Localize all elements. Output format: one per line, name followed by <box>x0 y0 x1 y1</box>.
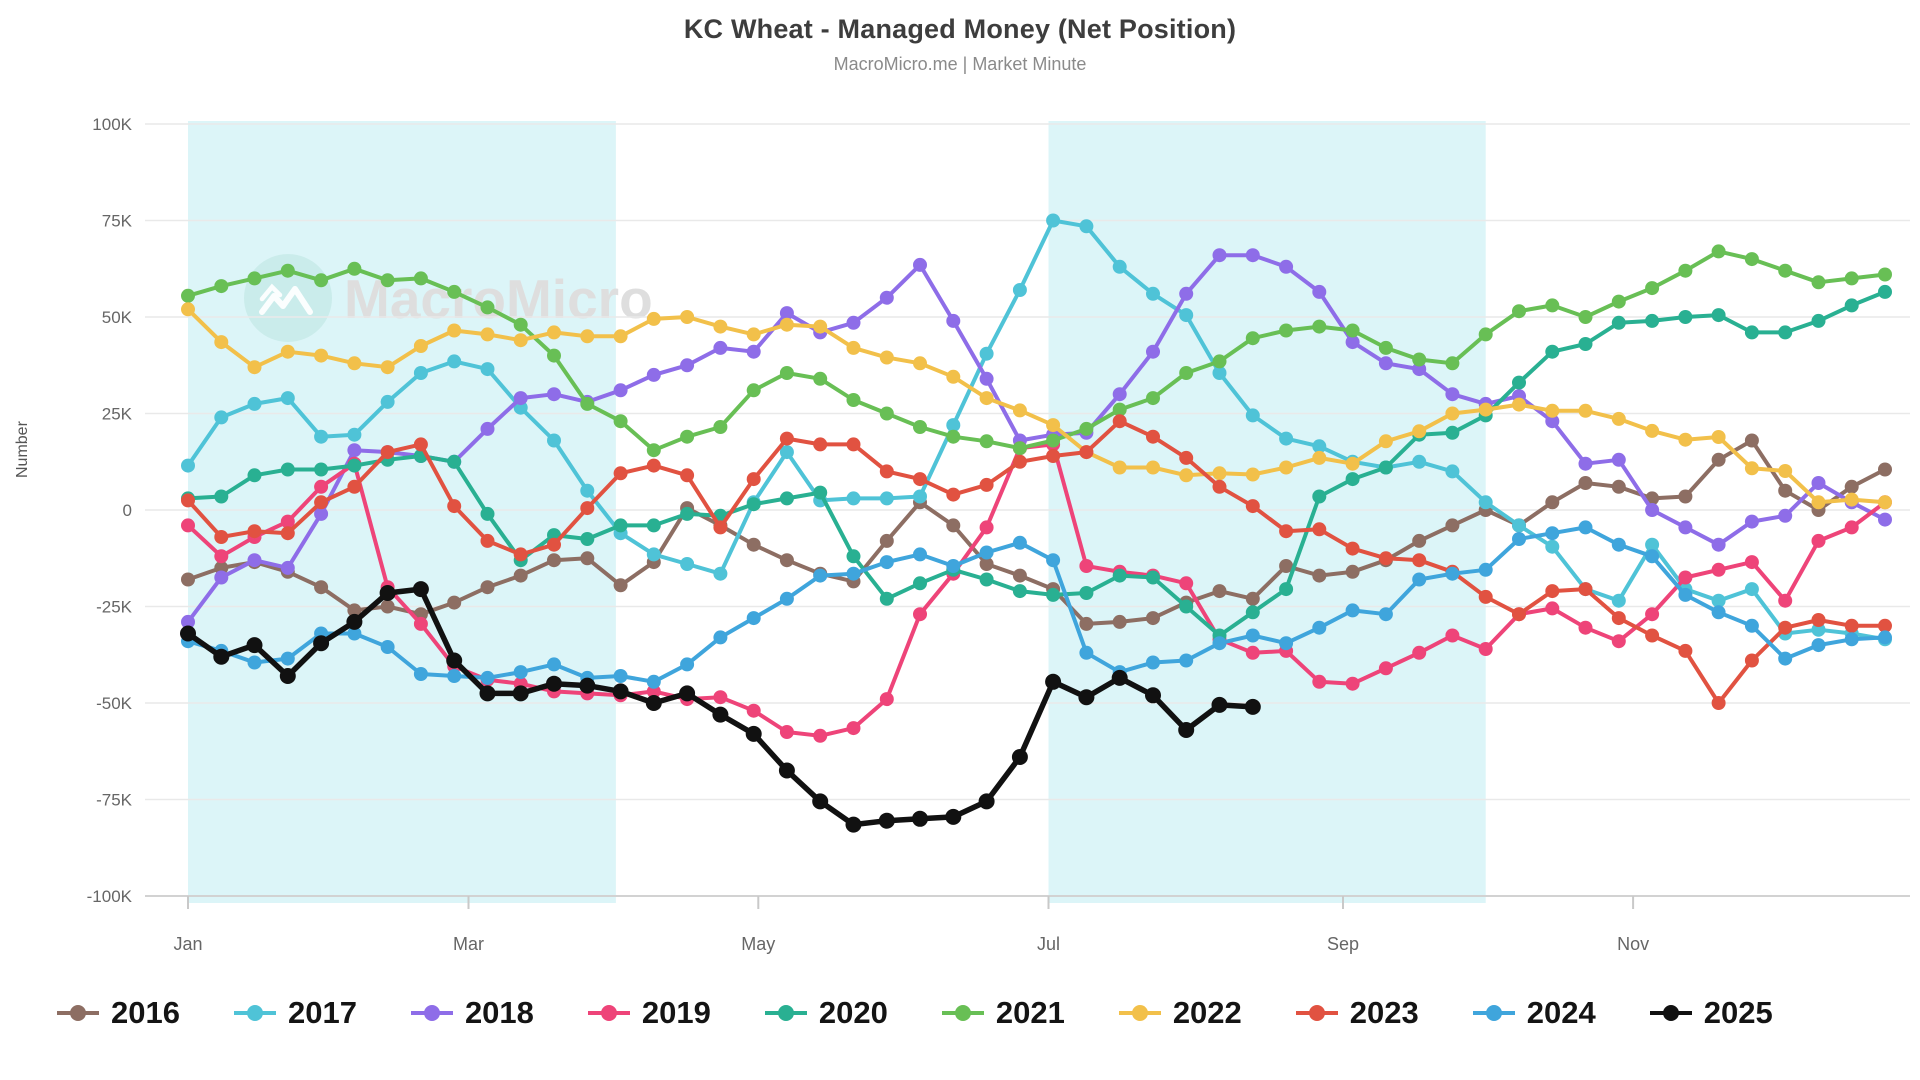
series-2022 <box>181 302 1892 510</box>
y-tick-label: 75K <box>102 212 133 231</box>
y-tick-label: 25K <box>102 405 133 424</box>
legend-item-2018[interactable]: 2018 <box>409 995 534 1031</box>
y-tick-label: -100K <box>87 887 133 906</box>
y-tick-label: -50K <box>96 694 133 713</box>
y-tick-label: 0 <box>123 501 132 520</box>
y-tick-label: 50K <box>102 308 133 327</box>
legend-label: 2021 <box>995 995 1065 1030</box>
x-tick-label: Nov <box>1617 934 1649 954</box>
legend-item-2024[interactable]: 2024 <box>1471 995 1596 1031</box>
y-tick-label: -75K <box>96 791 133 810</box>
series-2021 <box>181 244 1892 458</box>
legend-label: 2019 <box>641 995 711 1030</box>
legend-item-2021[interactable]: 2021 <box>940 995 1065 1031</box>
seasonal-band <box>1048 121 1486 903</box>
series-2017 <box>181 213 1892 647</box>
chart-subtitle: MacroMicro.me | Market Minute <box>833 54 1087 74</box>
legend-item-2017[interactable]: 2017 <box>232 995 357 1031</box>
chart-title: KC Wheat - Managed Money (Net Position) <box>683 14 1237 44</box>
legend-marker-icon <box>941 1005 984 1021</box>
legend-marker-icon <box>1295 1005 1338 1021</box>
x-tick-label: Jan <box>173 934 202 954</box>
seasonal-band <box>188 121 616 903</box>
legend-label: 2023 <box>1349 995 1419 1030</box>
x-tick-label: Jul <box>1037 934 1060 954</box>
x-tick-label: May <box>741 934 775 954</box>
legend-label: 2024 <box>1526 995 1596 1030</box>
legend-item-2019[interactable]: 2019 <box>586 995 711 1031</box>
legend-marker-icon <box>587 1005 630 1021</box>
legend-marker-icon <box>1472 1005 1515 1021</box>
legend-item-2025[interactable]: 2025 <box>1648 995 1773 1031</box>
legend-marker-icon <box>1649 1005 1692 1021</box>
line-chart-plot: MacroMicro100K75K50K25K0-25K-50K-75K-100… <box>87 115 1910 954</box>
legend-item-2023[interactable]: 2023 <box>1294 995 1419 1031</box>
legend-item-2020[interactable]: 2020 <box>763 995 888 1031</box>
legend-item-2016[interactable]: 2016 <box>55 995 180 1031</box>
y-tick-label: -25K <box>96 598 133 617</box>
legend-marker-icon <box>233 1005 276 1021</box>
legend-marker-icon <box>410 1005 453 1021</box>
legend-label: 2022 <box>1172 995 1242 1030</box>
legend-label: 2018 <box>464 995 534 1030</box>
y-tick-label: 100K <box>92 115 132 134</box>
legend-item-2022[interactable]: 2022 <box>1117 995 1242 1031</box>
legend-label: 2017 <box>287 995 357 1030</box>
chart-legend: 2016 2017 2018 2019 2020 <box>55 995 1865 1031</box>
x-tick-label: Sep <box>1327 934 1359 954</box>
legend-marker-icon <box>764 1005 807 1021</box>
legend-marker-icon <box>57 1005 99 1021</box>
legend-label: 2016 <box>111 995 180 1030</box>
legend-marker-icon <box>1118 1005 1161 1021</box>
legend-label: 2025 <box>1703 995 1773 1030</box>
series-2025 <box>180 581 1261 833</box>
legend-label: 2020 <box>818 995 888 1030</box>
x-tick-label: Mar <box>453 934 484 954</box>
